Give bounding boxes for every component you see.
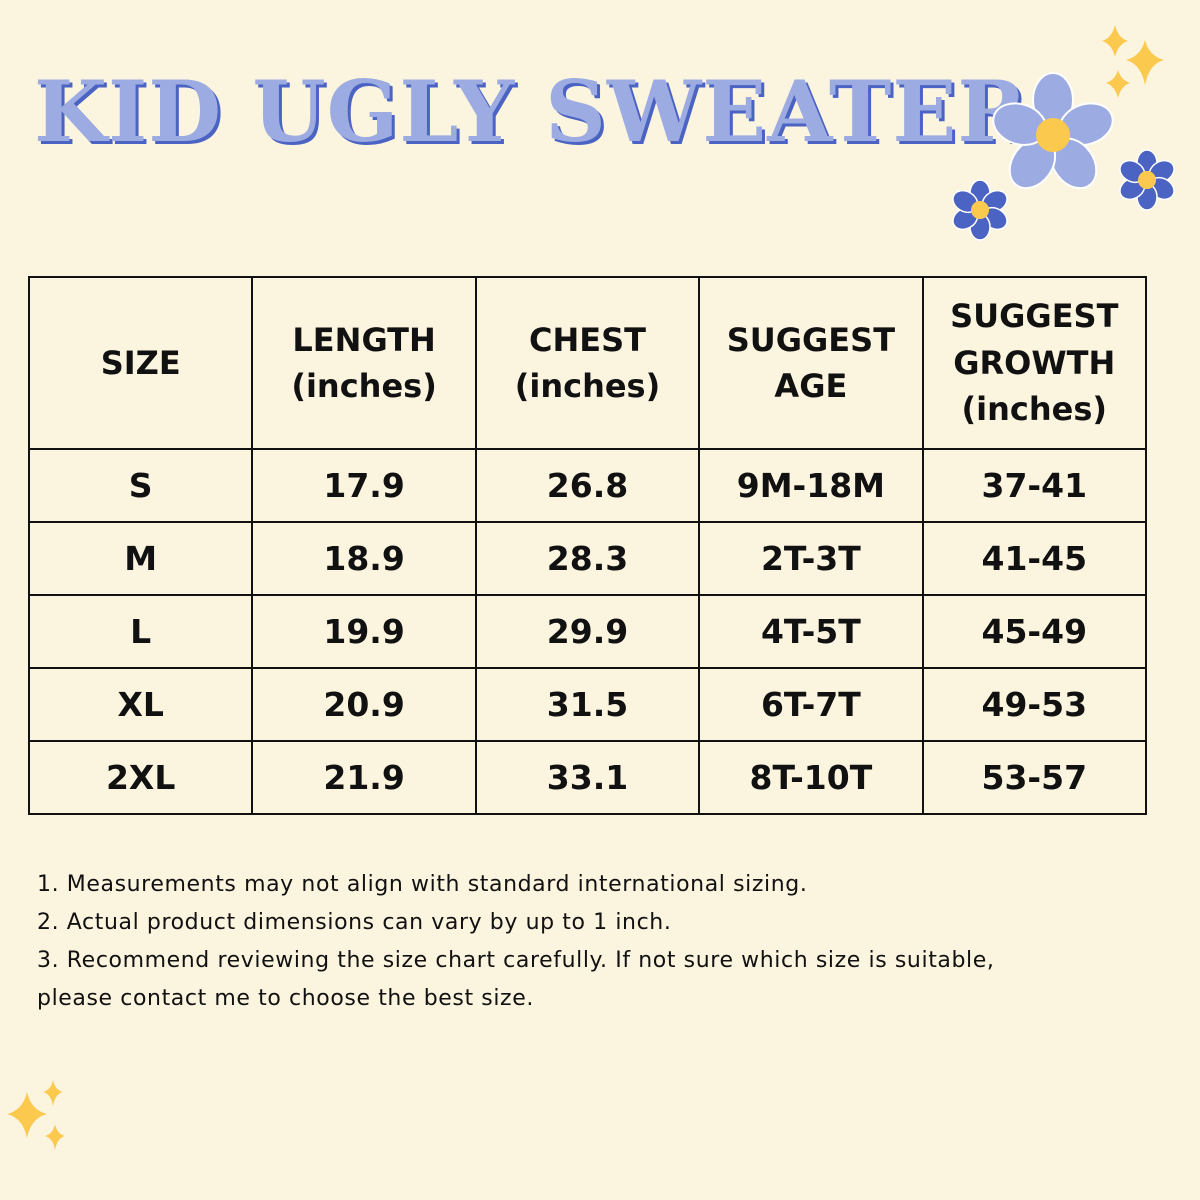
table-cell: S xyxy=(27,448,254,523)
table-cell: 28.3 xyxy=(474,521,701,596)
table-cell: 37-41 xyxy=(921,448,1148,523)
notes: 1. Measurements may not align with stand… xyxy=(37,866,995,1018)
table-cell: 45-49 xyxy=(921,594,1148,669)
header-line: SUGGEST xyxy=(950,297,1119,336)
note-1: 1. Measurements may not align with stand… xyxy=(37,872,808,897)
table-cell: 17.9 xyxy=(251,448,477,523)
table-cell: 21.9 xyxy=(251,740,477,815)
column-header: SUGGEST AGE xyxy=(698,276,924,450)
table-row: L 19.9 29.9 4T-5T 45-49 xyxy=(27,594,1148,669)
table-cell: M xyxy=(27,521,254,596)
table-cell: 19.9 xyxy=(251,594,477,669)
header-line: SUGGEST xyxy=(726,320,896,359)
table-row: S 17.9 26.8 9M-18M 37-41 xyxy=(27,448,1148,523)
column-header: CHEST (inches) xyxy=(474,276,701,450)
table-cell: 6T-7T xyxy=(698,667,924,742)
table-cell: 20.9 xyxy=(251,667,477,742)
sparkle-icon xyxy=(7,1080,65,1150)
table-cell: 49-53 xyxy=(921,667,1148,742)
size-chart-table: SIZE LENGTH (inches) CHEST (inches) SUGGEST AG… xyxy=(27,276,1148,815)
table-cell: XL xyxy=(27,667,254,742)
table-cell: 33.1 xyxy=(474,740,701,815)
table-cell: 2XL xyxy=(27,740,254,815)
column-header: SIZE xyxy=(27,276,254,450)
table-row: 2XL 21.9 33.1 8T-10T 53-57 xyxy=(27,740,1148,815)
header-line: AGE xyxy=(774,367,848,405)
header-line: (inches) xyxy=(961,390,1108,429)
table-cell: 29.9 xyxy=(474,594,701,669)
table-cell: 18.9 xyxy=(251,521,477,596)
note-2: 2. Actual product dimensions can vary by… xyxy=(37,910,672,935)
header-line: (inches) xyxy=(291,367,437,405)
flower-icon xyxy=(992,72,1114,190)
flowers-decoration xyxy=(952,25,1175,241)
header-line: GROWTH xyxy=(953,343,1116,382)
sparkle-icon xyxy=(1102,25,1164,98)
table-cell: 9M-18M xyxy=(698,448,924,523)
table-cell: 8T-10T xyxy=(698,740,924,815)
header-line: (inches) xyxy=(514,367,661,405)
flower-icon xyxy=(1119,149,1175,211)
table-cell: 31.5 xyxy=(474,667,701,742)
header-row: SIZE LENGTH (inches) CHEST (inches) SUGGEST AG… xyxy=(27,276,1148,450)
page-title: KID UGLY SWEATER xyxy=(34,62,1029,161)
header-line: CHEST xyxy=(528,320,646,359)
table-row: M 18.9 28.3 2T-3T 41-45 xyxy=(27,521,1148,596)
table-row: XL 20.9 31.5 6T-7T 49-53 xyxy=(27,667,1148,742)
table-cell: 26.8 xyxy=(474,448,701,523)
note-3-cont: please contact me to choose the best siz… xyxy=(37,986,534,1011)
column-header: SUGGEST GROWTH (inches) xyxy=(921,276,1148,450)
column-header: LENGTH (inches) xyxy=(251,276,477,450)
table-cell: 2T-3T xyxy=(698,521,924,596)
header-line: LENGTH xyxy=(292,320,436,359)
table-cell: 4T-5T xyxy=(698,594,924,669)
table-cell: 41-45 xyxy=(921,521,1148,596)
table-cell: L xyxy=(27,594,254,669)
header-line: SIZE xyxy=(100,343,181,382)
note-3: 3. Recommend reviewing the size chart ca… xyxy=(37,948,995,973)
flower-icon xyxy=(952,179,1008,241)
table-cell: 53-57 xyxy=(921,740,1148,815)
